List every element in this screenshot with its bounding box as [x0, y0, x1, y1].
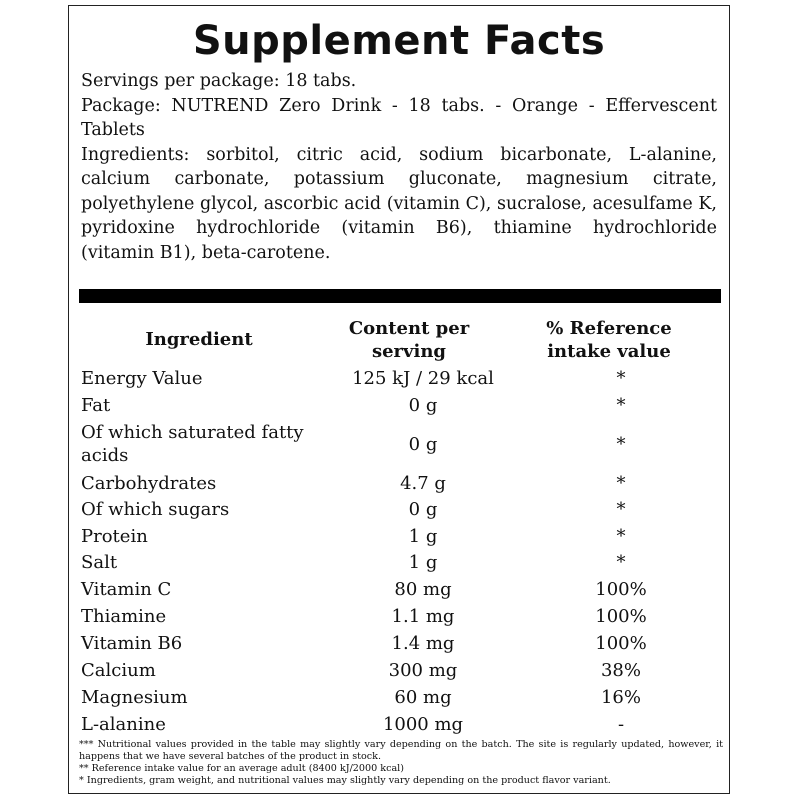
row-name: Of which sugars — [81, 499, 230, 520]
row-reference: * — [616, 368, 626, 389]
row-name: Salt — [81, 552, 118, 573]
row-reference: * — [616, 526, 626, 547]
row-content: 4.7 g — [400, 473, 446, 494]
row-content: 0 g — [408, 499, 438, 520]
row-reference: 100% — [595, 606, 647, 627]
row-content: 300 mg — [388, 660, 458, 681]
row-reference: - — [617, 714, 625, 735]
divider-bar — [79, 289, 721, 303]
header-content: Content per serving — [348, 318, 470, 362]
row-content: 1 g — [408, 552, 438, 573]
row-reference: * — [616, 395, 626, 416]
row-name: Magnesium — [81, 687, 188, 708]
supplement-facts-panel: Supplement Facts Servings per package: 1… — [68, 5, 730, 794]
row-content: 1.1 mg — [391, 606, 455, 627]
servings-text: Servings per package: 18 tabs. — [81, 71, 357, 91]
row-reference: 16% — [600, 687, 641, 708]
row-name: Vitamin B6 — [81, 633, 183, 654]
page-title: Supplement Facts — [192, 18, 606, 64]
row-content: 60 mg — [394, 687, 452, 708]
row-name: Vitamin C — [81, 579, 172, 600]
product-info: Servings per package: 18 tabs. Package: … — [81, 69, 717, 265]
footnote: * Ingredients, gram weight, and nutritio… — [79, 775, 611, 786]
row-reference: 100% — [595, 579, 647, 600]
row-reference: * — [616, 552, 626, 573]
row-reference: 100% — [595, 633, 647, 654]
row-reference: * — [616, 499, 626, 520]
row-name: Protein — [81, 526, 148, 547]
row-reference: * — [616, 434, 626, 455]
footnotes: *** Nutritional values provided in the t… — [79, 739, 723, 787]
row-name: Thiamine — [81, 606, 167, 627]
header-ingredient: Ingredient — [145, 329, 253, 350]
row-reference: 38% — [600, 660, 641, 681]
package-text: Package: NUTREND Zero Drink - 18 tabs. -… — [81, 95, 717, 141]
row-content: 1.4 mg — [391, 633, 455, 654]
row-content: 125 kJ / 29 kcal — [352, 368, 494, 389]
row-name: Fat — [81, 395, 111, 416]
footnote: *** Nutritional values provided in the t… — [79, 739, 723, 762]
row-content: 0 g — [408, 434, 438, 455]
row-reference: * — [616, 473, 626, 494]
row-content: 1000 mg — [382, 714, 464, 735]
row-name: Calcium — [81, 660, 156, 681]
header-reference: % Reference intake value — [546, 318, 672, 362]
footnote: ** Reference intake value for an average… — [79, 763, 404, 774]
row-content: 80 mg — [394, 579, 452, 600]
ingredients-text: Ingredients: sorbitol, citric acid, sodi… — [81, 144, 717, 263]
row-name: Of which saturated fatty acids — [81, 422, 304, 466]
row-content: 0 g — [408, 395, 438, 416]
row-content: 1 g — [408, 526, 438, 547]
row-name: Energy Value — [81, 368, 203, 389]
row-name: Carbohydrates — [81, 473, 217, 494]
row-name: L-alanine — [81, 714, 166, 735]
